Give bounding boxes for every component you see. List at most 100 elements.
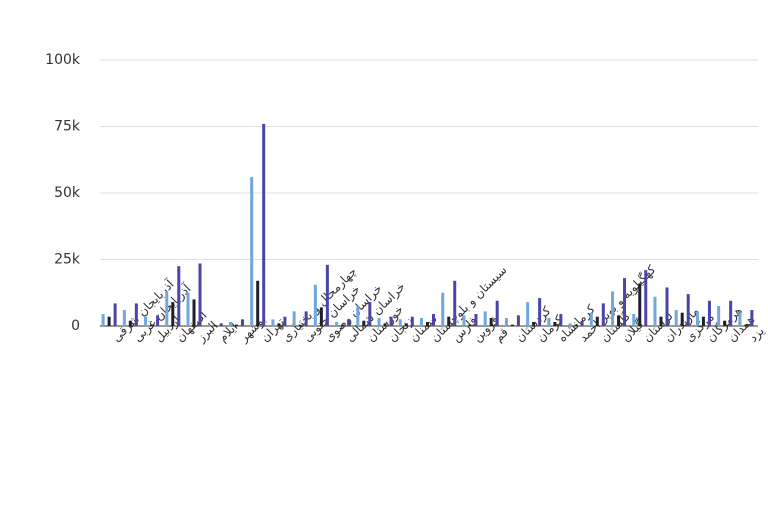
bar — [325, 264, 329, 326]
bar — [738, 312, 742, 326]
bar — [368, 302, 372, 326]
bar — [410, 316, 414, 326]
bar — [707, 300, 711, 326]
bar — [568, 323, 572, 326]
bar — [574, 324, 578, 326]
bar — [186, 292, 190, 326]
bar — [250, 177, 254, 326]
bar — [632, 314, 636, 326]
bar — [441, 292, 445, 326]
bar — [453, 280, 457, 326]
bar — [547, 318, 551, 326]
bar — [219, 323, 223, 326]
bar — [335, 322, 339, 326]
bar — [483, 311, 487, 326]
bar — [447, 316, 451, 326]
bar — [313, 284, 317, 326]
y-tick-label: 0 — [71, 318, 80, 334]
bar — [156, 315, 160, 326]
bar — [256, 280, 260, 326]
bar — [495, 300, 499, 326]
bar — [128, 320, 132, 326]
bar — [283, 316, 287, 326]
bar — [474, 314, 478, 326]
bar — [680, 312, 684, 326]
bar — [262, 123, 266, 326]
bar — [638, 283, 642, 326]
bar — [101, 314, 105, 326]
bar — [122, 310, 126, 326]
y-tick-label: 75k — [54, 119, 81, 135]
bar — [432, 314, 435, 326]
bar — [113, 303, 117, 326]
bar — [228, 322, 232, 326]
bar — [347, 319, 351, 326]
y-tick-label: 100k — [45, 52, 81, 68]
bar — [717, 306, 721, 326]
bar — [277, 323, 281, 326]
bar — [744, 324, 748, 326]
bar — [468, 324, 472, 326]
bar — [553, 322, 557, 326]
bar — [659, 316, 663, 326]
bar — [504, 318, 508, 326]
bar — [653, 296, 657, 326]
bar — [665, 287, 669, 326]
bar — [171, 302, 175, 326]
bar — [319, 307, 323, 326]
bar — [304, 311, 308, 326]
bar — [611, 291, 615, 326]
bar — [644, 270, 648, 326]
bar — [617, 315, 621, 326]
bar — [729, 300, 733, 326]
bar — [516, 315, 520, 326]
bar — [674, 310, 678, 326]
bar — [462, 315, 466, 326]
bar — [341, 324, 345, 326]
bar — [362, 320, 366, 326]
bar — [298, 324, 302, 326]
bar — [404, 323, 408, 326]
bar — [240, 319, 244, 326]
bar — [580, 320, 584, 326]
bar — [589, 312, 593, 326]
bar — [420, 318, 423, 326]
bar — [192, 299, 196, 326]
bar — [177, 266, 181, 326]
bar — [723, 320, 727, 326]
bar — [426, 322, 429, 326]
bar — [750, 310, 754, 326]
bar — [538, 298, 542, 326]
bar — [213, 325, 217, 326]
bar — [559, 314, 563, 326]
bar — [398, 319, 402, 326]
bar — [292, 311, 296, 326]
bar — [389, 316, 393, 326]
bar — [526, 302, 530, 326]
bar — [532, 322, 536, 326]
bar — [207, 324, 211, 326]
bar — [489, 318, 493, 326]
bar — [695, 311, 699, 326]
bar — [377, 318, 381, 326]
bar — [623, 278, 627, 326]
bar — [510, 324, 514, 326]
y-tick-label: 50k — [54, 185, 81, 201]
bar — [601, 303, 605, 326]
bar — [595, 316, 599, 326]
bar — [701, 316, 705, 326]
bar — [150, 324, 154, 326]
bar — [107, 316, 111, 326]
bar — [144, 316, 148, 326]
bar — [271, 319, 275, 326]
x-tick-label: ایلام — [215, 320, 240, 345]
bar — [165, 291, 169, 326]
bar — [198, 263, 202, 326]
bar — [383, 323, 387, 326]
bar — [686, 294, 690, 326]
bar — [234, 324, 238, 326]
y-tick-label: 25k — [54, 252, 81, 268]
bar — [134, 303, 138, 326]
bar — [356, 306, 360, 326]
